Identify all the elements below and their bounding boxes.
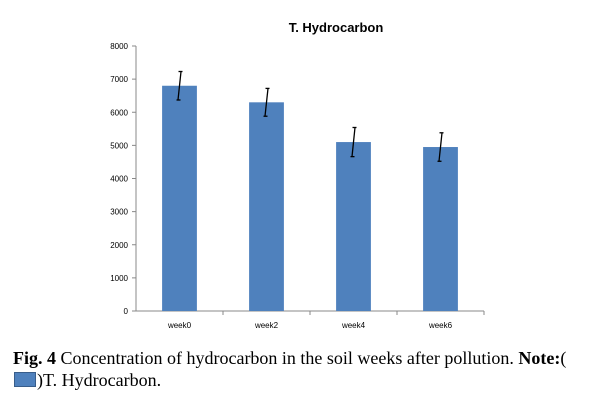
y-tick-label: 0: [124, 307, 129, 316]
bar: [249, 102, 284, 311]
y-tick-label: 8000: [110, 42, 128, 51]
note-text: )T. Hydrocarbon.: [37, 370, 162, 390]
y-tick-label: 4000: [110, 175, 128, 184]
x-tick-label: week0: [167, 321, 192, 330]
y-tick-label: 7000: [110, 75, 128, 84]
figure-caption: Fig. 4 Concentration of hydrocarbon in t…: [13, 347, 583, 391]
error-bar: [177, 71, 182, 101]
chart-title: T. Hydrocarbon: [289, 20, 384, 35]
y-tick-label: 5000: [110, 141, 128, 150]
x-tick-label: week2: [254, 321, 279, 330]
bar: [423, 147, 458, 311]
note-label: Note:: [518, 348, 561, 368]
legend-swatch: [14, 372, 36, 387]
y-tick-label: 1000: [110, 274, 128, 283]
caption-text: Concentration of hydrocarbon in the soil…: [56, 348, 519, 368]
x-tick-label: week4: [341, 321, 366, 330]
x-tick-label: week6: [428, 321, 453, 330]
error-bar: [264, 88, 269, 117]
note-paren: (: [560, 348, 567, 368]
chart: T. Hydrocarbon 0 1000 2000 3000 4000 5000 6000…: [110, 20, 485, 330]
bar: [336, 142, 371, 311]
error-bar: [351, 127, 356, 157]
bar: [162, 85, 197, 311]
caption-label: Fig. 4: [13, 348, 56, 368]
error-bar: [438, 132, 443, 162]
y-tick-label: 3000: [110, 208, 128, 217]
y-tick-label: 2000: [110, 241, 128, 250]
plot-area: 0 1000 2000 3000 4000 5000 6000 7000 8000 week0 we…: [110, 42, 485, 330]
y-tick-label: 6000: [110, 108, 128, 117]
